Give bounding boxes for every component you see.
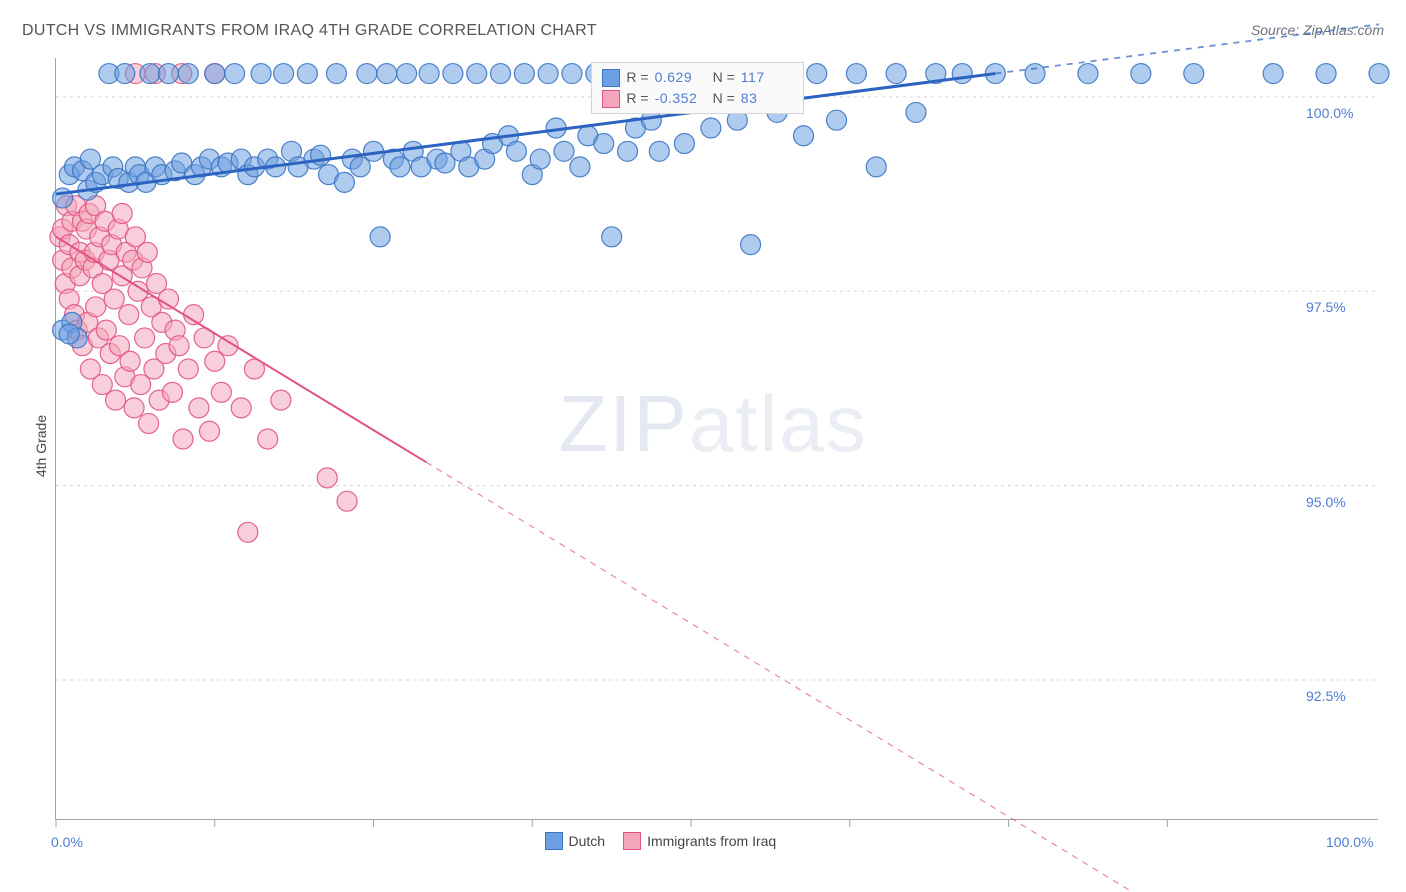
legend-label-dutch: Dutch <box>569 833 606 849</box>
legend-item-iraq: Immigrants from Iraq <box>623 832 776 850</box>
swatch-dutch <box>602 69 620 87</box>
legend-label-iraq: Immigrants from Iraq <box>647 833 776 849</box>
y-tick-label: 92.5% <box>1306 688 1346 704</box>
plot-area: ZIPatlas R = 0.629 N = 117 R = -0.352 N … <box>55 58 1378 820</box>
y-tick-label: 100.0% <box>1306 105 1353 121</box>
n-label: N = <box>713 88 735 109</box>
x-tick-label: 100.0% <box>1326 834 1373 850</box>
swatch-dutch <box>545 832 563 850</box>
dutch-r-value: 0.629 <box>655 67 707 88</box>
series-legend: Dutch Immigrants from Iraq <box>545 832 777 850</box>
y-tick-label: 95.0% <box>1306 494 1346 510</box>
r-label: R = <box>626 88 648 109</box>
swatch-iraq <box>623 832 641 850</box>
plot-svg <box>56 58 1378 819</box>
dutch-n-value: 117 <box>741 67 793 88</box>
y-tick-label: 97.5% <box>1306 299 1346 315</box>
stats-row-iraq: R = -0.352 N = 83 <box>602 88 792 109</box>
chart-title: DUTCH VS IMMIGRANTS FROM IRAQ 4TH GRADE … <box>22 22 597 40</box>
iraq-r-value: -0.352 <box>655 88 707 109</box>
legend-item-dutch: Dutch <box>545 832 606 850</box>
source-attribution: Source: ZipAtlas.com <box>1251 22 1384 38</box>
x-tick-label: 0.0% <box>51 834 83 850</box>
n-label: N = <box>713 67 735 88</box>
stats-legend-box: R = 0.629 N = 117 R = -0.352 N = 83 <box>591 62 803 114</box>
iraq-n-value: 83 <box>741 88 793 109</box>
stats-row-dutch: R = 0.629 N = 117 <box>602 67 792 88</box>
r-label: R = <box>626 67 648 88</box>
y-axis-label: 4th Grade <box>33 415 49 477</box>
swatch-iraq <box>602 90 620 108</box>
chart-container: DUTCH VS IMMIGRANTS FROM IRAQ 4TH GRADE … <box>0 0 1406 892</box>
